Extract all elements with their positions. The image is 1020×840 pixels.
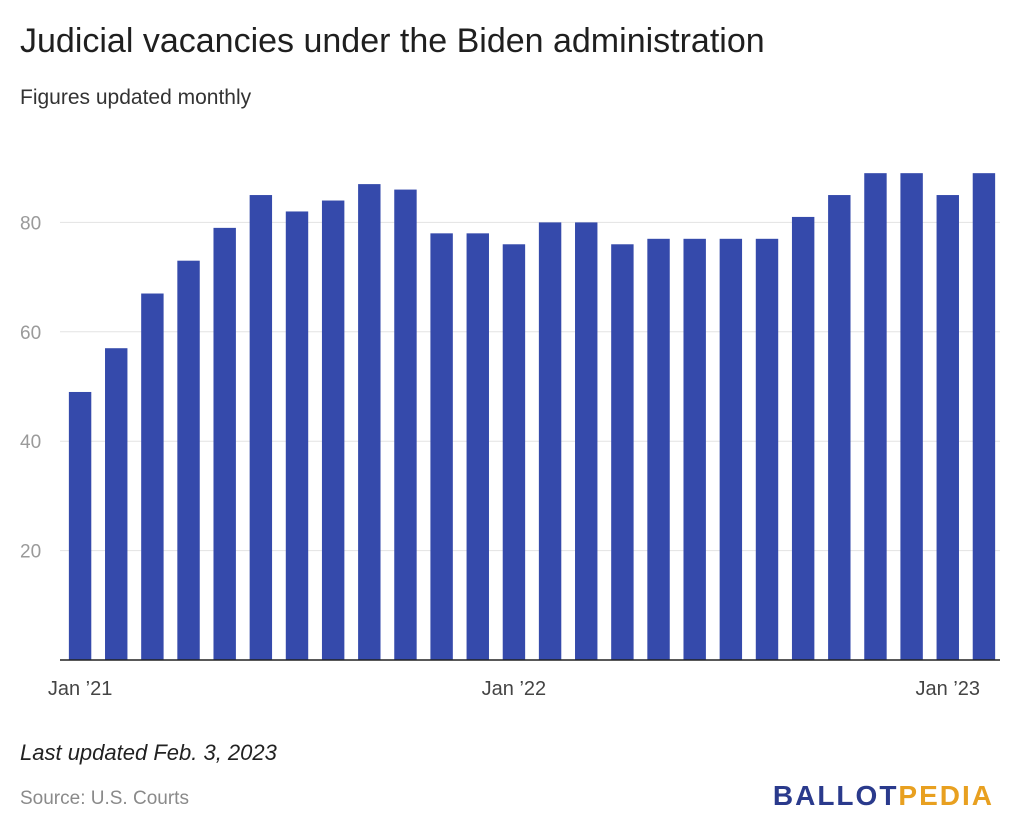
bar-apr-22[interactable] bbox=[611, 244, 634, 660]
gridlines bbox=[60, 221, 1000, 552]
bar-may-21[interactable] bbox=[213, 227, 236, 660]
chart-subtitle: Figures updated monthly bbox=[20, 86, 252, 109]
bar-nov-22[interactable] bbox=[864, 173, 887, 661]
x-axis-ticks: Jan ’21 Jan ’22 Jan ’23 bbox=[48, 678, 980, 700]
bar-oct-21[interactable] bbox=[394, 189, 417, 660]
bar-feb-23[interactable] bbox=[972, 173, 996, 661]
bar-nov-21[interactable] bbox=[430, 233, 453, 660]
source-note: Source: U.S. Courts bbox=[20, 788, 189, 809]
chart-title: Judicial vacancies under the Biden admin… bbox=[20, 22, 765, 60]
logo-part-1: BALLOT bbox=[772, 780, 899, 811]
bar-mar-22[interactable] bbox=[575, 222, 598, 660]
last-updated-note: Last updated Feb. 3, 2023 bbox=[20, 740, 277, 765]
y-tick-label: 60 bbox=[20, 323, 41, 344]
x-tick-label: Jan ’23 bbox=[916, 678, 981, 700]
bar-sep-22[interactable] bbox=[791, 216, 815, 660]
bars bbox=[68, 173, 996, 661]
bar-sep-21[interactable] bbox=[358, 184, 381, 661]
bar-jun-21[interactable] bbox=[249, 195, 273, 661]
bar-dec-21[interactable] bbox=[466, 233, 489, 660]
bar-jul-21[interactable] bbox=[285, 211, 309, 660]
bar-aug-22[interactable] bbox=[755, 238, 779, 660]
ballotpedia-logo: BALLOTPEDIA bbox=[773, 780, 994, 812]
bar-jul-22[interactable] bbox=[719, 238, 743, 660]
x-tick-label: Jan ’21 bbox=[48, 678, 113, 700]
y-tick-label: 80 bbox=[20, 213, 41, 234]
bar-jan-23[interactable] bbox=[936, 195, 959, 661]
bar-feb-21[interactable] bbox=[105, 348, 128, 660]
y-tick-label: 20 bbox=[20, 542, 41, 563]
bar-may-22[interactable] bbox=[647, 238, 670, 660]
bar-jan-22[interactable] bbox=[502, 244, 526, 660]
bar-feb-22[interactable] bbox=[538, 222, 562, 660]
y-tick-label: 40 bbox=[20, 432, 41, 453]
logo-part-2: PEDIA bbox=[898, 780, 994, 811]
y-axis-ticks: 20 40 60 80 bbox=[20, 213, 41, 562]
bar-oct-22[interactable] bbox=[828, 195, 851, 661]
x-tick-label: Jan ’22 bbox=[482, 678, 547, 700]
bar-jan-21[interactable] bbox=[68, 391, 92, 660]
bar-dec-22[interactable] bbox=[900, 173, 923, 661]
bar-aug-21[interactable] bbox=[321, 200, 345, 660]
bar-chart: 20 40 60 80 Jan ’21 Jan ’22 Jan ’23 bbox=[20, 173, 1000, 700]
bar-mar-21[interactable] bbox=[141, 293, 164, 660]
bar-apr-21[interactable] bbox=[177, 260, 200, 660]
bar-jun-22[interactable] bbox=[683, 238, 706, 660]
